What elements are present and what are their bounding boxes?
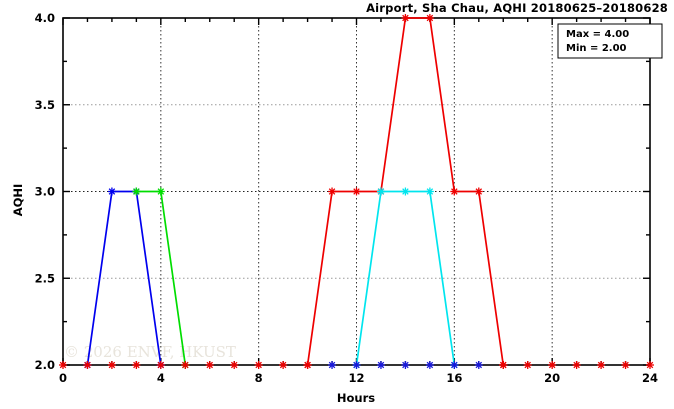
data-point-marker — [402, 14, 409, 22]
data-point-marker — [475, 188, 483, 195]
data-point-marker — [353, 188, 360, 195]
x-tick-label: 20 — [544, 371, 560, 385]
data-point-marker — [622, 361, 629, 369]
data-point-marker — [426, 14, 434, 22]
x-tick-label: 16 — [446, 371, 462, 385]
data-point-marker — [451, 361, 458, 369]
data-point-marker — [353, 361, 360, 369]
data-point-marker — [108, 188, 116, 195]
data-point-marker — [475, 361, 483, 369]
data-point-marker — [402, 361, 409, 369]
x-axis-title: Hours — [337, 391, 375, 405]
y-tick-label: 2.0 — [35, 358, 55, 372]
y-tick-label: 3.0 — [35, 185, 55, 199]
data-point-marker — [499, 361, 507, 369]
data-point-marker — [304, 361, 311, 369]
data-point-marker — [182, 361, 189, 369]
data-point-marker — [133, 361, 140, 369]
x-tick-label: 4 — [157, 371, 165, 385]
legend-max-label: Max = 4.00 — [566, 29, 629, 40]
legend-frame — [557, 23, 663, 59]
chart-title: Airport, Sha Chau, AQHI 20180625–2018062… — [366, 1, 668, 15]
series-line — [86, 190, 162, 366]
x-tick-label: 12 — [348, 371, 364, 385]
data-point-marker — [573, 361, 580, 369]
x-tick-label: 24 — [642, 371, 658, 385]
data-point-marker — [84, 361, 91, 369]
data-point-marker — [328, 188, 336, 195]
data-point-marker — [133, 188, 140, 195]
data-point-marker — [402, 188, 409, 195]
data-point-marker — [524, 361, 531, 369]
series-20180628 — [352, 187, 459, 369]
y-axis-title: AQHI — [11, 184, 25, 217]
legend-box: Max = 4.00 Min = 2.00 — [557, 23, 663, 59]
data-point-marker — [451, 188, 458, 195]
y-tick-label: 2.5 — [35, 271, 55, 285]
data-point-marker — [206, 361, 214, 369]
data-point-marker — [230, 361, 238, 369]
x-tick-label: 0 — [59, 371, 67, 385]
watermark: © 2026 ENVF, HKUST — [64, 343, 236, 361]
y-tick-label: 4.0 — [35, 11, 55, 25]
data-point-marker — [646, 361, 654, 369]
data-point-marker — [157, 188, 165, 195]
data-point-marker — [597, 361, 605, 369]
data-series-layer — [83, 14, 508, 369]
data-point-marker — [377, 188, 385, 195]
data-point-marker — [426, 361, 434, 369]
axis-tick-labels: 0 4 8 12 16 20 24 2.0 2.5 3.0 3.5 4.0 — [35, 11, 658, 385]
legend-min-label: Min = 2.00 — [566, 43, 627, 54]
data-point-marker — [548, 361, 556, 369]
data-point-marker — [59, 361, 67, 369]
data-point-marker — [328, 361, 336, 369]
x-tick-label: 8 — [255, 371, 263, 385]
baseline-markers — [59, 361, 654, 369]
data-point-marker — [108, 361, 116, 369]
data-point-marker — [255, 361, 262, 369]
data-point-marker — [157, 361, 165, 369]
y-tick-label: 3.5 — [35, 98, 55, 112]
data-point-marker — [426, 188, 434, 195]
data-point-marker — [377, 361, 385, 369]
data-point-marker — [279, 361, 287, 369]
